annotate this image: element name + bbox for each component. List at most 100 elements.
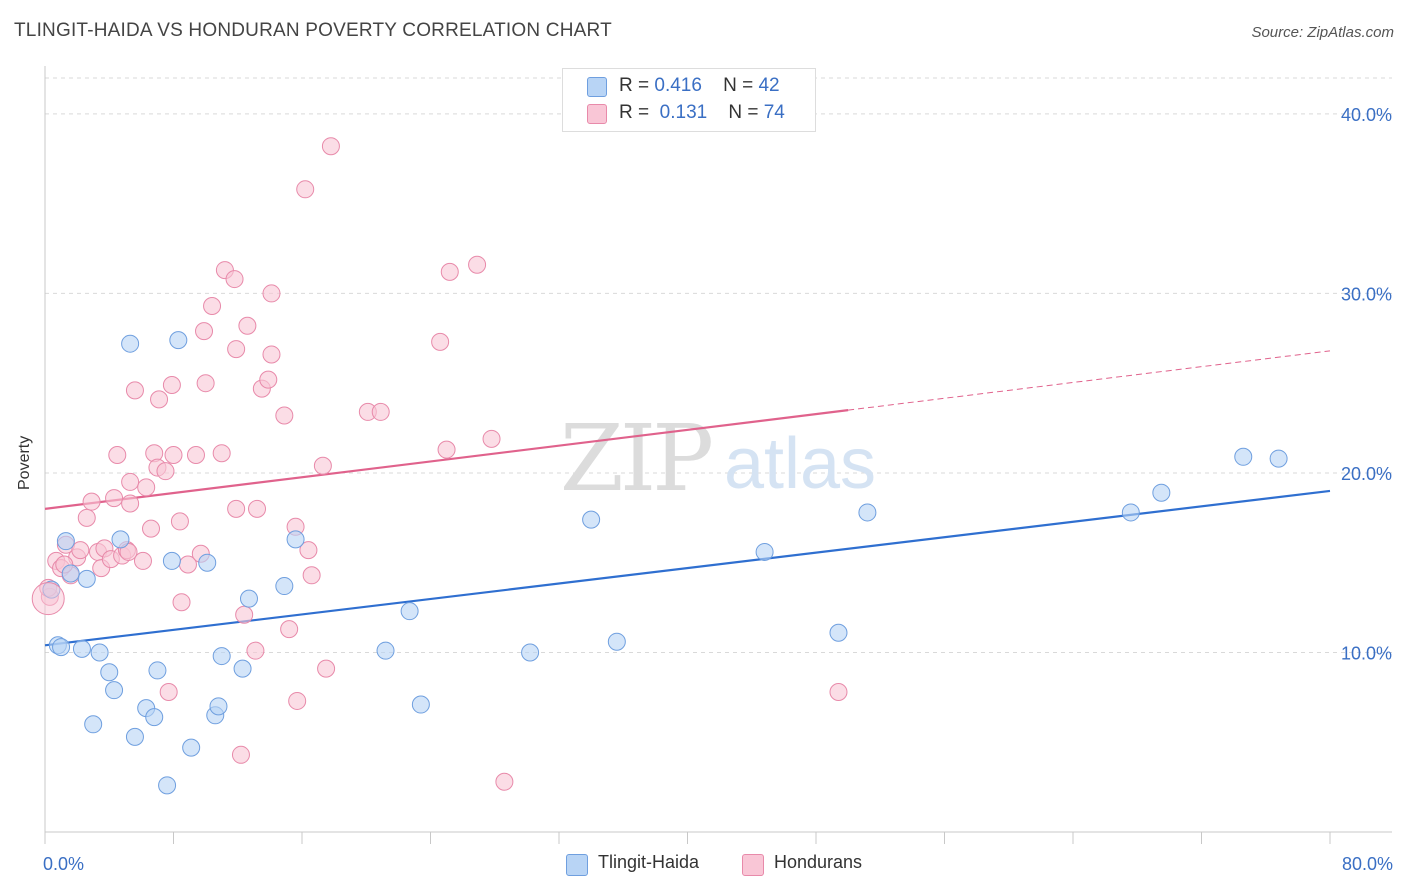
legend-n-label: N = (728, 102, 759, 123)
series-legend-label: Hondurans (774, 852, 863, 872)
data-point-hondurans (495, 772, 514, 791)
data-point-tlingit-haida (84, 715, 103, 734)
data-point-hondurans (225, 270, 244, 289)
series-legend-swatch-tlingit-haida (566, 854, 588, 876)
trend-line-tlingit-haida (44, 489, 1331, 647)
data-point-tlingit-haida (52, 638, 71, 657)
data-point-hondurans (137, 478, 156, 497)
data-point-hondurans (212, 444, 231, 463)
y-tick-label: 10.0% (1341, 643, 1392, 663)
data-point-tlingit-haida (239, 589, 258, 608)
data-point-tlingit-haida (77, 569, 96, 588)
trend-line-extension-hondurans (848, 350, 1331, 411)
data-point-hondurans (302, 566, 321, 585)
data-point-hondurans (77, 508, 96, 527)
legend-n-label: N = (723, 75, 754, 96)
chart-title: TLINGIT-HAIDA VS HONDURAN POVERTY CORREL… (14, 20, 612, 41)
data-point-hondurans (71, 541, 90, 560)
data-point-tlingit-haida (521, 643, 540, 662)
correlation-legend: R = 0.416 N = 42 R = 0.131 N = 74 (562, 68, 816, 132)
data-point-tlingit-haida (90, 643, 109, 662)
data-point-tlingit-haida (755, 542, 774, 561)
data-point-hondurans (829, 682, 848, 701)
data-point-tlingit-haida (72, 639, 91, 658)
x-tick-label-min: 0.0% (43, 854, 84, 874)
data-point-hondurans (482, 429, 501, 448)
data-point-hondurans (231, 745, 250, 764)
legend-r-value: 0.131 (659, 102, 708, 123)
data-point-tlingit-haida (158, 776, 177, 795)
data-point-hondurans (275, 406, 294, 425)
data-point-hondurans (371, 402, 390, 421)
data-point-tlingit-haida (148, 661, 167, 680)
data-point-hondurans (121, 494, 140, 513)
data-point-tlingit-haida (1269, 449, 1288, 468)
data-point-hondurans (162, 375, 181, 394)
data-point-hondurans (156, 462, 175, 481)
data-point-tlingit-haida (61, 564, 80, 583)
data-point-hondurans (280, 620, 299, 639)
data-point-hondurans (159, 682, 178, 701)
legend-swatch-tlingit-haida (587, 77, 607, 97)
data-point-hondurans (468, 255, 487, 274)
y-tick-label: 20.0% (1341, 464, 1392, 484)
data-point-hondurans (288, 691, 307, 710)
data-point-tlingit-haida (169, 331, 188, 350)
legend-r-label: R = (619, 102, 650, 123)
data-point-hondurans (105, 489, 124, 508)
data-point-hondurans (317, 659, 336, 678)
data-point-hondurans (150, 390, 169, 409)
data-point-hondurans (227, 499, 246, 518)
data-point-tlingit-haida (209, 697, 228, 716)
watermark-atlas: atlas (724, 424, 876, 504)
data-point-hondurans (196, 374, 215, 393)
data-point-tlingit-haida (121, 334, 140, 353)
source-label: Source: ZipAtlas.com (1251, 24, 1394, 41)
data-point-hondurans (142, 519, 161, 538)
data-point-hondurans (172, 593, 191, 612)
data-point-hondurans (321, 137, 340, 156)
data-point-tlingit-haida (829, 623, 848, 642)
data-point-hondurans (125, 381, 144, 400)
data-point-tlingit-haida (233, 659, 252, 678)
data-point-hondurans (262, 284, 281, 303)
data-point-tlingit-haida (182, 738, 201, 757)
data-point-hondurans-large (31, 582, 65, 616)
data-point-tlingit-haida (105, 681, 124, 700)
data-point-hondurans (437, 440, 456, 459)
data-point-hondurans (186, 446, 205, 464)
data-point-tlingit-haida (145, 708, 164, 727)
data-point-hondurans (246, 641, 265, 660)
x-tick-label-max: 80.0% (1342, 854, 1393, 874)
data-point-hondurans (440, 262, 459, 281)
data-point-hondurans (431, 332, 450, 351)
data-point-tlingit-haida (56, 532, 75, 551)
data-point-tlingit-haida (1121, 503, 1140, 522)
legend-r-label: R = (619, 75, 650, 96)
data-point-tlingit-haida (1152, 483, 1171, 502)
series-legend-label: Tlingit-Haida (598, 852, 700, 872)
data-point-tlingit-haida (858, 503, 877, 522)
data-point-tlingit-haida (400, 602, 419, 621)
data-point-tlingit-haida (411, 695, 430, 714)
data-point-hondurans (248, 499, 267, 518)
data-point-tlingit-haida (607, 632, 626, 651)
data-point-hondurans (108, 446, 127, 464)
data-point-tlingit-haida (198, 553, 217, 572)
legend-swatch-hondurans (587, 104, 607, 124)
data-point-tlingit-haida (162, 551, 181, 570)
data-point-hondurans (238, 316, 257, 335)
data-point-hondurans (119, 542, 138, 561)
data-point-tlingit-haida (275, 577, 294, 596)
data-point-hondurans (121, 472, 140, 491)
data-point-hondurans (259, 370, 278, 389)
data-point-hondurans (164, 446, 183, 464)
y-tick-label: 40.0% (1341, 105, 1392, 125)
data-point-hondurans (203, 296, 222, 315)
y-tick-label: 30.0% (1341, 284, 1392, 304)
data-point-hondurans (227, 340, 246, 359)
data-point-tlingit-haida (1234, 447, 1253, 466)
watermark-zip: ZIP (560, 405, 711, 512)
data-point-hondurans (195, 322, 214, 341)
